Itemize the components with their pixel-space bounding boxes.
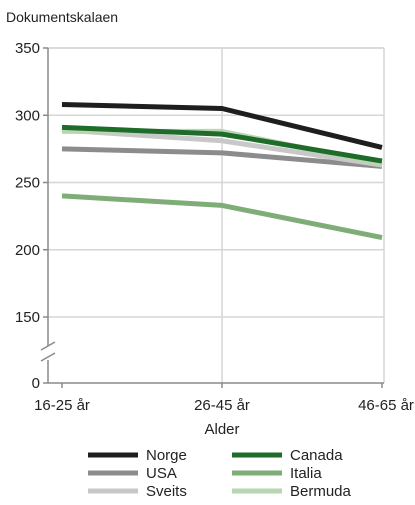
y-tick-label: 250 bbox=[15, 175, 40, 192]
y-tick-label: 200 bbox=[15, 242, 40, 259]
y-tick-label: 350 bbox=[15, 40, 40, 57]
y-tick-label: 0 bbox=[32, 375, 40, 392]
legend-label-sveits: Sveits bbox=[146, 483, 187, 500]
axis-break-mark bbox=[40, 341, 56, 351]
series-lines bbox=[61, 102, 383, 241]
y-axis-title: Dokumentskalaen bbox=[6, 9, 118, 25]
x-tick-label: 46-65 år bbox=[358, 397, 414, 414]
y-tick-label: 300 bbox=[15, 107, 40, 124]
series-line-canada bbox=[61, 124, 383, 164]
series-line-norge bbox=[61, 102, 383, 150]
legend-label-usa: USA bbox=[146, 465, 177, 482]
y-tick-labels: 0 150 200 250 300 350 bbox=[15, 40, 40, 392]
gridlines bbox=[48, 47, 385, 383]
legend-label-norge: Norge bbox=[146, 447, 187, 464]
x-tick-label: 16-25 år bbox=[34, 397, 90, 414]
x-tick-label: 26-45 år bbox=[194, 397, 250, 414]
legend-label-italia: Italia bbox=[290, 465, 322, 482]
series-line-usa bbox=[61, 146, 383, 169]
axis-break-mark bbox=[40, 352, 56, 362]
x-tick-labels: 16-25 år 26-45 år 46-65 år bbox=[34, 397, 414, 414]
x-axis-title: Alder bbox=[204, 421, 239, 438]
legend-label-bermuda: Bermuda bbox=[290, 483, 352, 500]
axes bbox=[40, 47, 384, 388]
y-tick-label: 150 bbox=[15, 309, 40, 326]
series-line-italia bbox=[61, 193, 383, 241]
legend-label-canada: Canada bbox=[290, 447, 343, 464]
